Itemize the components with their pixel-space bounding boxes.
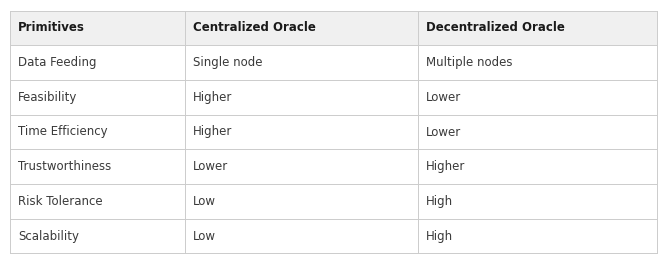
Text: Single node: Single node: [193, 56, 262, 69]
Text: Multiple nodes: Multiple nodes: [426, 56, 512, 69]
Text: Higher: Higher: [193, 125, 232, 139]
Text: Trustworthiness: Trustworthiness: [18, 160, 111, 173]
Text: High: High: [426, 230, 453, 243]
Text: Data Feeding: Data Feeding: [18, 56, 97, 69]
Text: Higher: Higher: [426, 160, 465, 173]
Text: Feasibility: Feasibility: [18, 91, 77, 104]
Text: Lower: Lower: [193, 160, 228, 173]
Text: Lower: Lower: [426, 125, 461, 139]
Text: Primitives: Primitives: [18, 21, 85, 34]
Text: Risk Tolerance: Risk Tolerance: [18, 195, 103, 208]
Text: Time Efficiency: Time Efficiency: [18, 125, 107, 139]
Text: Low: Low: [193, 230, 215, 243]
Text: High: High: [426, 195, 453, 208]
Text: Decentralized Oracle: Decentralized Oracle: [426, 21, 564, 34]
Text: Lower: Lower: [426, 91, 461, 104]
Text: Low: Low: [193, 195, 215, 208]
Text: Higher: Higher: [193, 91, 232, 104]
Text: Centralized Oracle: Centralized Oracle: [193, 21, 315, 34]
Text: Scalability: Scalability: [18, 230, 79, 243]
